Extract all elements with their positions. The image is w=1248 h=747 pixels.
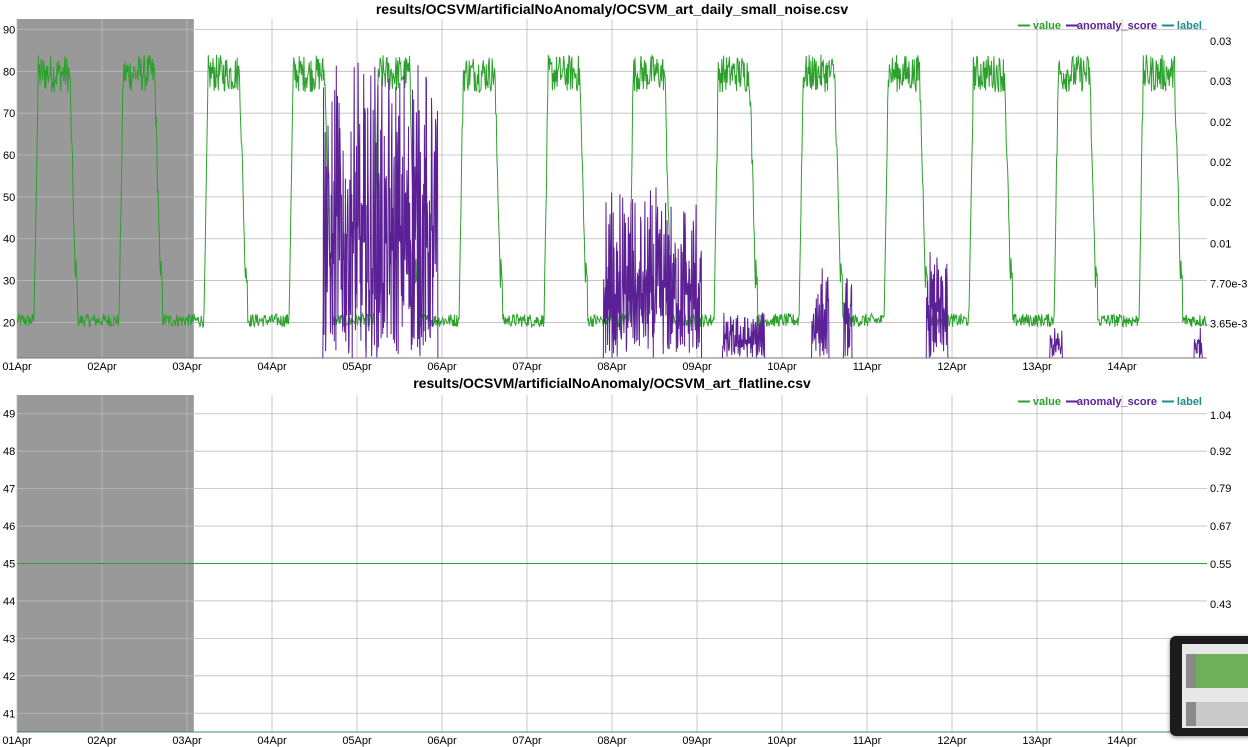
- y-right-tick-label: 0.55: [1210, 559, 1231, 571]
- y-right-tick-label: 1.04: [1210, 410, 1231, 422]
- y-left-tick-label: 42: [3, 671, 15, 683]
- x-tick-label: 01Apr: [2, 735, 32, 747]
- chart-panel-flatline: results/OCSVM/artificialNoAnomaly/OCSVM_…: [0, 374, 1248, 747]
- y-right-tick-label: 0.02: [1210, 117, 1231, 129]
- chart-title: results/OCSVM/artificialNoAnomaly/OCSVM_…: [375, 1, 849, 17]
- x-tick-label: 02Apr: [87, 361, 117, 373]
- x-tick-label: 10Apr: [767, 735, 797, 747]
- y-left-tick-label: 46: [3, 521, 15, 533]
- x-tick-label: 14Apr: [1107, 735, 1137, 747]
- y-right-tick-label: 0.03: [1210, 36, 1231, 48]
- y-right-tick-label: 0.01: [1210, 239, 1231, 251]
- y-right-tick-label: 0.03: [1210, 76, 1231, 88]
- x-tick-label: 04Apr: [257, 735, 287, 747]
- y-left-tick-label: 43: [3, 633, 15, 645]
- x-tick-label: 05Apr: [342, 735, 372, 747]
- y-right-tick-label: 0.02: [1210, 197, 1231, 209]
- y-left-tick-label: 40: [3, 234, 15, 246]
- x-tick-label: 08Apr: [597, 361, 627, 373]
- preview-thumbnail[interactable]: [1170, 636, 1248, 736]
- x-tick-label: 03Apr: [172, 735, 202, 747]
- chart-title: results/OCSVM/artificialNoAnomaly/OCSVM_…: [413, 375, 811, 391]
- legend-label-value: value: [1033, 396, 1061, 408]
- y-left-tick-label: 90: [3, 24, 15, 36]
- x-tick-label: 02Apr: [87, 735, 117, 747]
- x-tick-label: 09Apr: [682, 361, 712, 373]
- x-tick-label: 10Apr: [767, 361, 797, 373]
- y-right-tick-label: 0.02: [1210, 157, 1231, 169]
- y-right-tick-label: 7.70e-3: [1210, 279, 1247, 291]
- y-right-tick-label: 0.67: [1210, 521, 1231, 533]
- y-left-tick-label: 60: [3, 150, 15, 162]
- x-tick-label: 14Apr: [1107, 361, 1137, 373]
- x-tick-label: 09Apr: [682, 735, 712, 747]
- legend-label-label: label: [1177, 396, 1202, 408]
- x-tick-label: 07Apr: [512, 361, 542, 373]
- y-right-tick-label: 0.79: [1210, 483, 1231, 495]
- x-tick-label: 07Apr: [512, 735, 542, 747]
- y-right-tick-label: 0.43: [1210, 599, 1231, 611]
- series-anomaly-score: [322, 62, 1204, 358]
- x-tick-label: 06Apr: [427, 735, 457, 747]
- y-left-tick-label: 49: [3, 409, 15, 421]
- legend-label-label: label: [1177, 20, 1202, 32]
- legend-label-anomaly-score: anomaly_score: [1077, 20, 1157, 32]
- y-left-tick-label: 45: [3, 559, 15, 571]
- chart-svg[interactable]: 01Apr 02Apr 03Apr 04Apr 05Apr 06Apr 07Apr 08Apr…: [0, 374, 1248, 747]
- y-right-tick-label: 0.92: [1210, 446, 1231, 458]
- y-left-tick-label: 80: [3, 66, 15, 78]
- x-tick-label: 05Apr: [342, 361, 372, 373]
- x-tick-label: 11Apr: [853, 361, 882, 373]
- x-tick-label: 01Apr: [2, 361, 32, 373]
- y-left-tick-label: 50: [3, 192, 15, 204]
- x-tick-label: 11Apr: [853, 735, 882, 747]
- y-left-tick-label: 41: [3, 708, 15, 720]
- x-tick-label: 12Apr: [937, 735, 967, 747]
- y-left-tick-label: 20: [3, 317, 15, 329]
- preview-thumbnail-image: [1182, 644, 1248, 728]
- x-tick-label: 04Apr: [257, 361, 287, 373]
- y-left-tick-label: 30: [3, 276, 15, 288]
- chart-panel-daily-small-noise: results/OCSVM/artificialNoAnomaly/OCSVM_…: [0, 0, 1248, 373]
- x-tick-label: 12Apr: [937, 361, 967, 373]
- legend-label-anomaly-score: anomaly_score: [1077, 396, 1157, 408]
- x-tick-label: 13Apr: [1022, 735, 1052, 747]
- y-left-tick-label: 44: [3, 596, 15, 608]
- legend-label-value: value: [1033, 20, 1061, 32]
- x-tick-label: 13Apr: [1022, 361, 1052, 373]
- x-tick-label: 08Apr: [597, 735, 627, 747]
- x-tick-label: 03Apr: [172, 361, 202, 373]
- y-left-tick-label: 48: [3, 446, 15, 458]
- chart-svg[interactable]: 01Apr 02Apr 03Apr 04Apr 05Apr 06Apr 07Apr 08Apr…: [0, 0, 1248, 373]
- y-left-tick-label: 47: [3, 484, 15, 496]
- y-right-tick-label: 3.65e-3: [1210, 319, 1247, 331]
- y-left-tick-label: 70: [3, 108, 15, 120]
- x-tick-label: 06Apr: [427, 361, 457, 373]
